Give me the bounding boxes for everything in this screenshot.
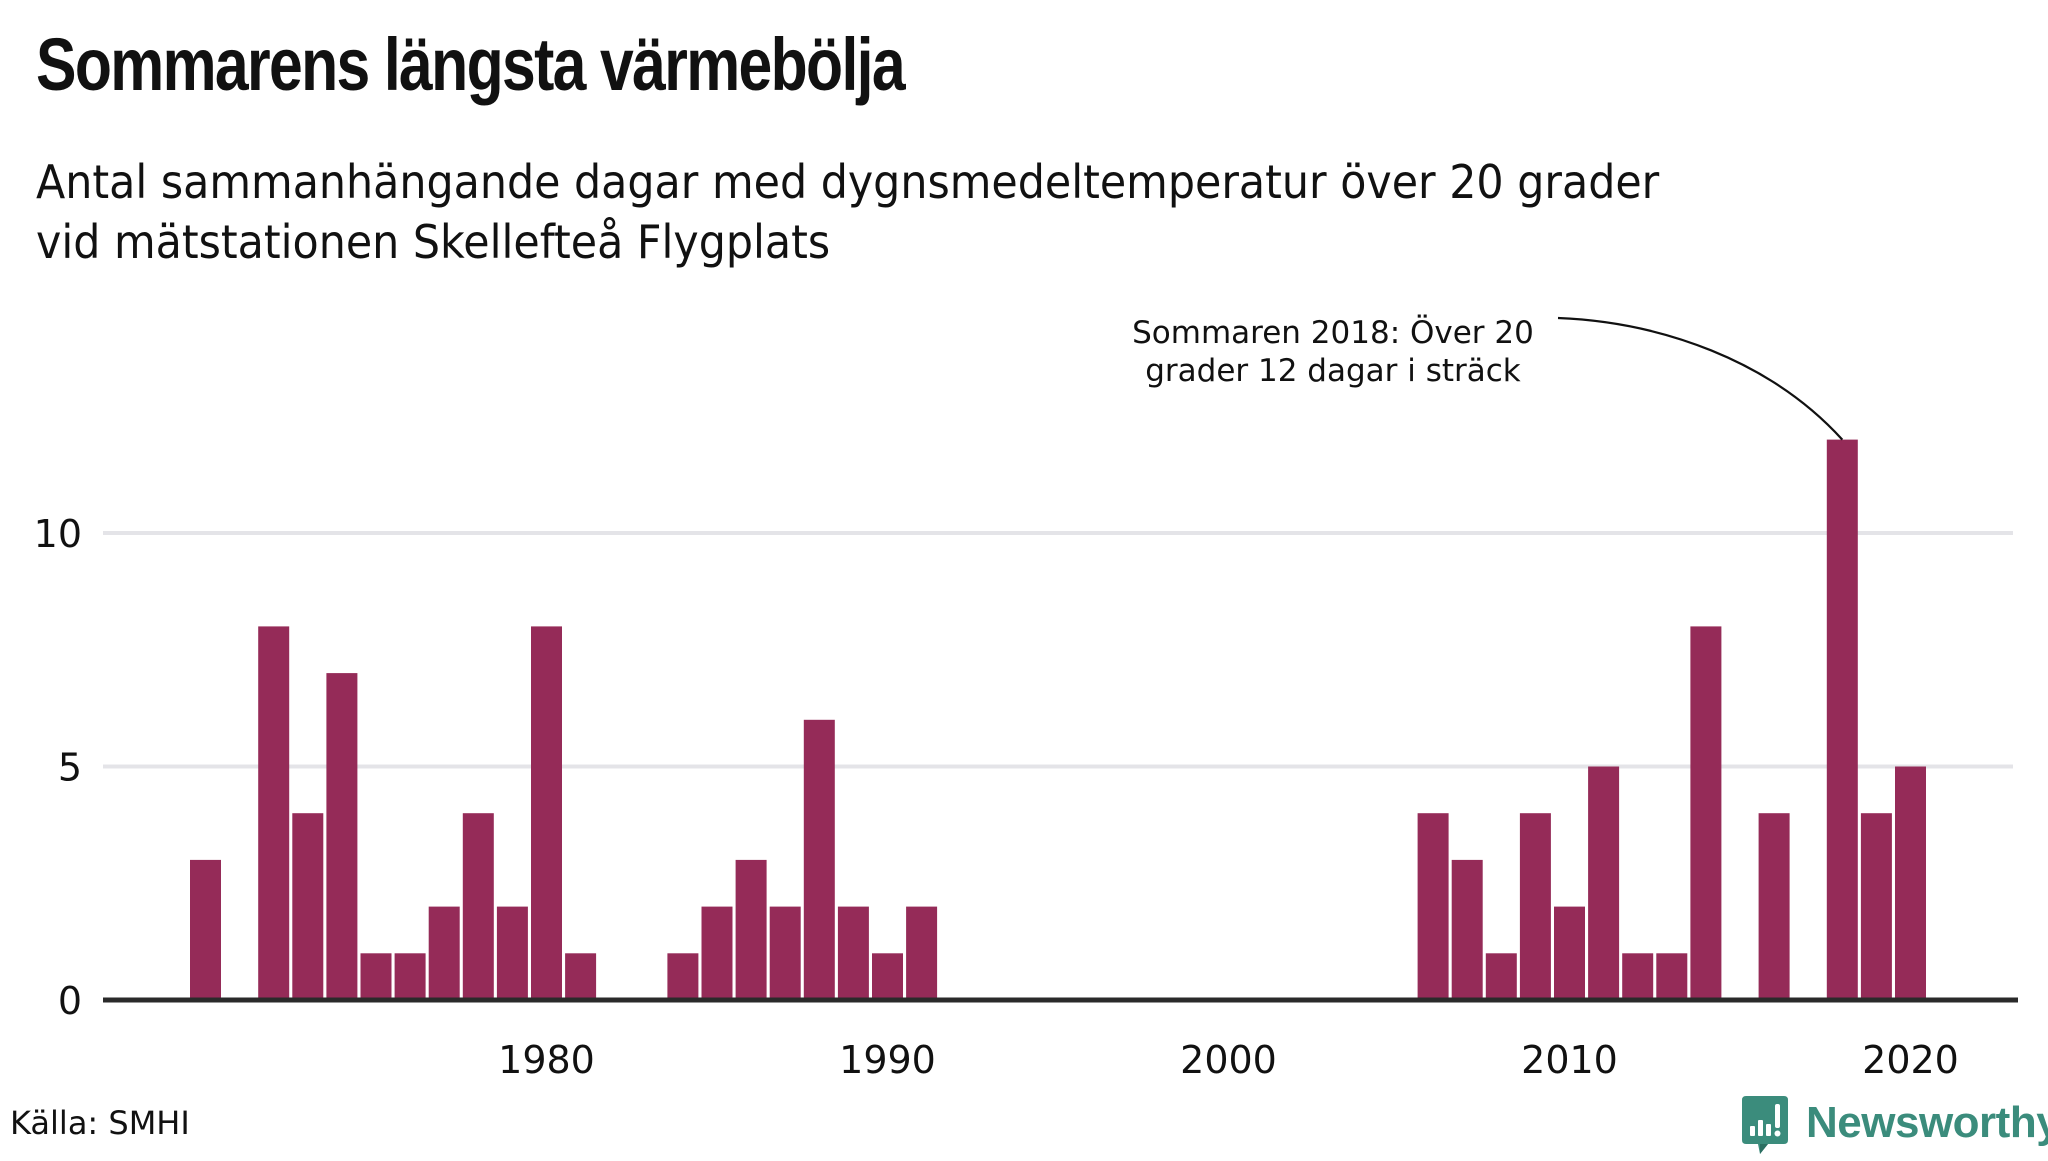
annotation-line-1: Sommaren 2018: Över 20 [1132, 314, 1534, 351]
x-tick-label: 2020 [1862, 1038, 1959, 1082]
y-axis-ticks: 0 5 10 [34, 512, 82, 1023]
x-tick-label: 2010 [1521, 1038, 1618, 1082]
bar-2019 [1860, 813, 1892, 1000]
bar-1974 [326, 673, 358, 1000]
subtitle-line-2: vid mätstationen Skellefteå Flygplats [36, 215, 831, 269]
bar-1975 [360, 953, 392, 1000]
bar-1979 [496, 906, 528, 1000]
gridlines [103, 531, 2013, 769]
bar-1977 [428, 906, 460, 1000]
bar-1991 [906, 906, 938, 1000]
bar-1970 [190, 859, 221, 1000]
bar-2006 [1417, 813, 1449, 1000]
bar-2010 [1554, 906, 1585, 1000]
annotation: Sommaren 2018: Över 20 grader 12 dagar i… [1132, 314, 1844, 441]
x-tick-label: 1990 [839, 1038, 936, 1082]
bar-1978 [462, 813, 494, 1000]
x-tick-label: 1980 [498, 1038, 595, 1082]
annotation-connector [1557, 316, 1844, 441]
bar-2011 [1588, 766, 1620, 1000]
bar-2012 [1622, 953, 1654, 1000]
bar-1985 [701, 906, 733, 1000]
bar-1984 [667, 953, 699, 1000]
annotation-line-2: grader 12 dagar i sträck [1145, 353, 1521, 389]
bar-2013 [1656, 953, 1688, 1000]
x-axis-ticks: 1980 1990 2000 2010 2020 [498, 1038, 1959, 1082]
y-tick-label: 0 [58, 979, 82, 1023]
bar-1990 [872, 953, 903, 1000]
newsworthy-logo[interactable]: Newsworthy [1742, 1096, 2048, 1161]
bar-1988 [803, 719, 835, 1000]
bar-1976 [394, 953, 426, 1000]
bar-2016 [1758, 813, 1790, 1000]
y-tick-label: 10 [34, 512, 82, 556]
bar-2014 [1690, 626, 1722, 1000]
y-tick-label: 5 [58, 746, 82, 790]
chart-title: Sommarens längsta värmebölja [36, 23, 906, 106]
bar-2009 [1519, 813, 1551, 1000]
bar-2018 [1826, 439, 1858, 1001]
x-tick-label: 2000 [1180, 1038, 1277, 1082]
bar-2020 [1895, 766, 1926, 1000]
bar-2007 [1451, 859, 1483, 1000]
source-label: Källa: SMHI [10, 1104, 190, 1142]
bar-1986 [735, 859, 767, 1000]
bar-1972 [258, 626, 290, 1000]
bars [190, 439, 1926, 1001]
brand-name: Newsworthy [1806, 1098, 2048, 1147]
bar-1989 [837, 906, 869, 1000]
chart-speech-bubble-icon [1742, 1096, 1788, 1161]
chart-subtitle: Antal sammanhängande dagar med dygnsmede… [36, 152, 1659, 272]
bar-1981 [565, 953, 597, 1000]
bar-1980 [531, 626, 562, 1000]
subtitle-line-1: Antal sammanhängande dagar med dygnsmede… [36, 155, 1660, 209]
bar-1973 [292, 813, 324, 1000]
bar-1987 [769, 906, 801, 1000]
bar-2008 [1485, 953, 1517, 1000]
